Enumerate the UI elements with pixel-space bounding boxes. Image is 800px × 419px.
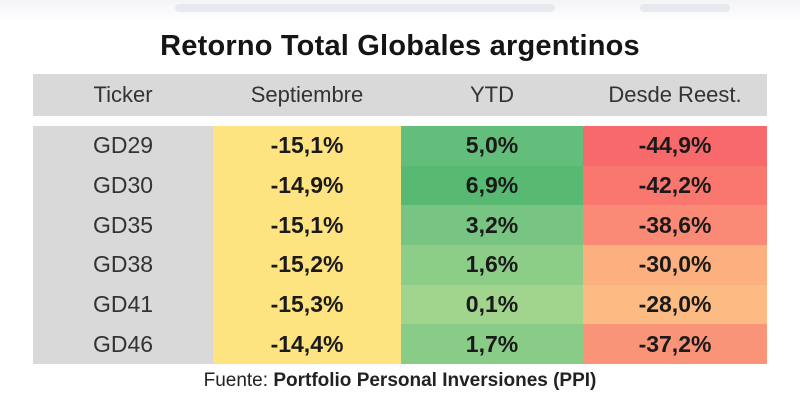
ticker-cell: GD30: [92, 171, 154, 198]
septiembre-cell: -14,9%: [213, 165, 401, 206]
ticker-cell: GD41: [92, 290, 154, 317]
source-name: Portfolio Personal Inversiones (PPI): [273, 370, 597, 391]
septiembre-cell: -14,4%: [213, 324, 401, 364]
ticker-cell: GD29: [92, 132, 154, 159]
septiembre-cell: -15,3%: [213, 284, 401, 325]
table-row: GD35 -15,1% 3,2% -38,6%: [33, 205, 767, 245]
returns-table: GD29 -15,1% 5,0% -44,9% GD30 -14,9% 6,9%…: [33, 126, 767, 364]
ytd-cell: 6,9%: [401, 165, 583, 206]
header-septiembre: Septiembre: [250, 82, 364, 107]
table-row: GD29 -15,1% 5,0% -44,9%: [33, 126, 767, 166]
source-prefix: Fuente:: [203, 370, 274, 391]
desde-cell: -38,6%: [583, 205, 767, 245]
table-row: GD41 -15,3% 0,1% -28,0%: [33, 284, 767, 325]
table-row: GD46 -14,4% 1,7% -37,2%: [33, 324, 767, 364]
header-ytd: YTD: [470, 82, 514, 107]
desde-cell: -42,2%: [583, 165, 767, 206]
table-row: GD30 -14,9% 6,9% -42,2%: [33, 165, 767, 206]
desde-cell: -37,2%: [583, 324, 767, 364]
source-note: Fuente: Portfolio Personal Inversiones (…: [0, 370, 800, 392]
ytd-cell: 0,1%: [401, 284, 583, 325]
top-blurred-strip: [0, 0, 800, 22]
ytd-cell: 1,7%: [401, 324, 583, 364]
header-ticker: Ticker: [93, 82, 153, 107]
desde-cell: -44,9%: [583, 126, 767, 166]
header-desde-reest: Desde Reest.: [608, 82, 742, 107]
desde-cell: -30,0%: [583, 244, 767, 285]
ticker-cell: GD46: [92, 330, 154, 357]
blurred-text: [640, 4, 730, 12]
table-title: Retorno Total Globales argentinos: [160, 30, 640, 62]
blurred-text: [175, 4, 555, 12]
ticker-cell: GD38: [92, 251, 154, 278]
table-header: Ticker Septiembre YTD Desde Reest.: [33, 74, 767, 116]
ticker-cell: GD35: [92, 211, 154, 238]
septiembre-cell: -15,2%: [213, 244, 401, 285]
septiembre-cell: -15,1%: [213, 126, 401, 166]
septiembre-cell: -15,1%: [213, 205, 401, 245]
ytd-cell: 5,0%: [401, 126, 583, 166]
ytd-cell: 3,2%: [401, 205, 583, 245]
ytd-cell: 1,6%: [401, 244, 583, 285]
desde-cell: -28,0%: [583, 284, 767, 325]
table-row: GD38 -15,2% 1,6% -30,0%: [33, 244, 767, 285]
